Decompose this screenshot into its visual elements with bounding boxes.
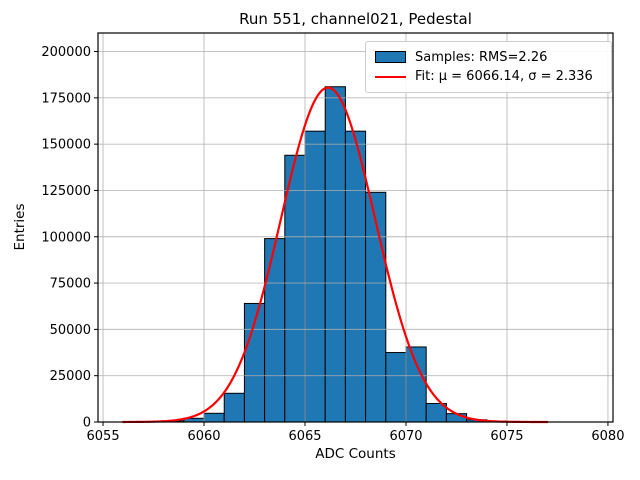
x-tick-label: 6075 bbox=[490, 429, 523, 444]
histogram-bar bbox=[284, 154, 306, 423]
histogram-bar bbox=[223, 392, 245, 423]
histogram-bar bbox=[385, 352, 407, 423]
histogram-bar bbox=[264, 238, 286, 423]
histogram-bar bbox=[203, 412, 225, 423]
x-tick-label: 6070 bbox=[389, 429, 422, 444]
legend-label-samples: Samples: RMS=2.26 bbox=[415, 49, 548, 65]
histogram-bar bbox=[304, 130, 326, 423]
y-tick-label: 50000 bbox=[50, 323, 91, 338]
histogram-bar bbox=[324, 86, 346, 423]
legend-entry-fit: Fit: μ = 6066.14, σ = 2.336 bbox=[375, 69, 603, 84]
x-tick-label: 6080 bbox=[591, 429, 624, 444]
histogram-bar bbox=[365, 191, 387, 423]
y-tick-label: 175000 bbox=[41, 91, 91, 106]
y-tick-label: 25000 bbox=[50, 369, 91, 384]
axes-spines bbox=[97, 32, 614, 423]
x-axis-label: ADC Counts bbox=[315, 446, 396, 462]
legend: Samples: RMS=2.26 Fit: μ = 6066.14, σ = … bbox=[365, 41, 612, 93]
fit-line-swatch-icon bbox=[375, 75, 406, 78]
histogram-bar bbox=[344, 130, 367, 423]
y-tick-label: 100000 bbox=[41, 230, 91, 245]
y-tick-label: 150000 bbox=[41, 138, 91, 153]
x-tick-label: 6065 bbox=[288, 429, 321, 444]
x-tick-label: 6060 bbox=[187, 429, 220, 444]
y-tick-label: 125000 bbox=[41, 184, 91, 199]
histogram-swatch-icon bbox=[375, 51, 406, 64]
chart-title: Run 551, channel021, Pedestal bbox=[239, 10, 472, 28]
x-tick-label: 6055 bbox=[87, 429, 120, 444]
y-tick-label: 200000 bbox=[41, 45, 91, 60]
y-tick-label: 75000 bbox=[50, 277, 91, 292]
legend-label-fit: Fit: μ = 6066.14, σ = 2.336 bbox=[415, 69, 593, 85]
y-tick-label: 0 bbox=[83, 416, 91, 431]
histogram-bar bbox=[405, 346, 427, 423]
legend-entry-samples: Samples: RMS=2.26 bbox=[375, 50, 603, 65]
fit-curve bbox=[122, 86, 549, 424]
